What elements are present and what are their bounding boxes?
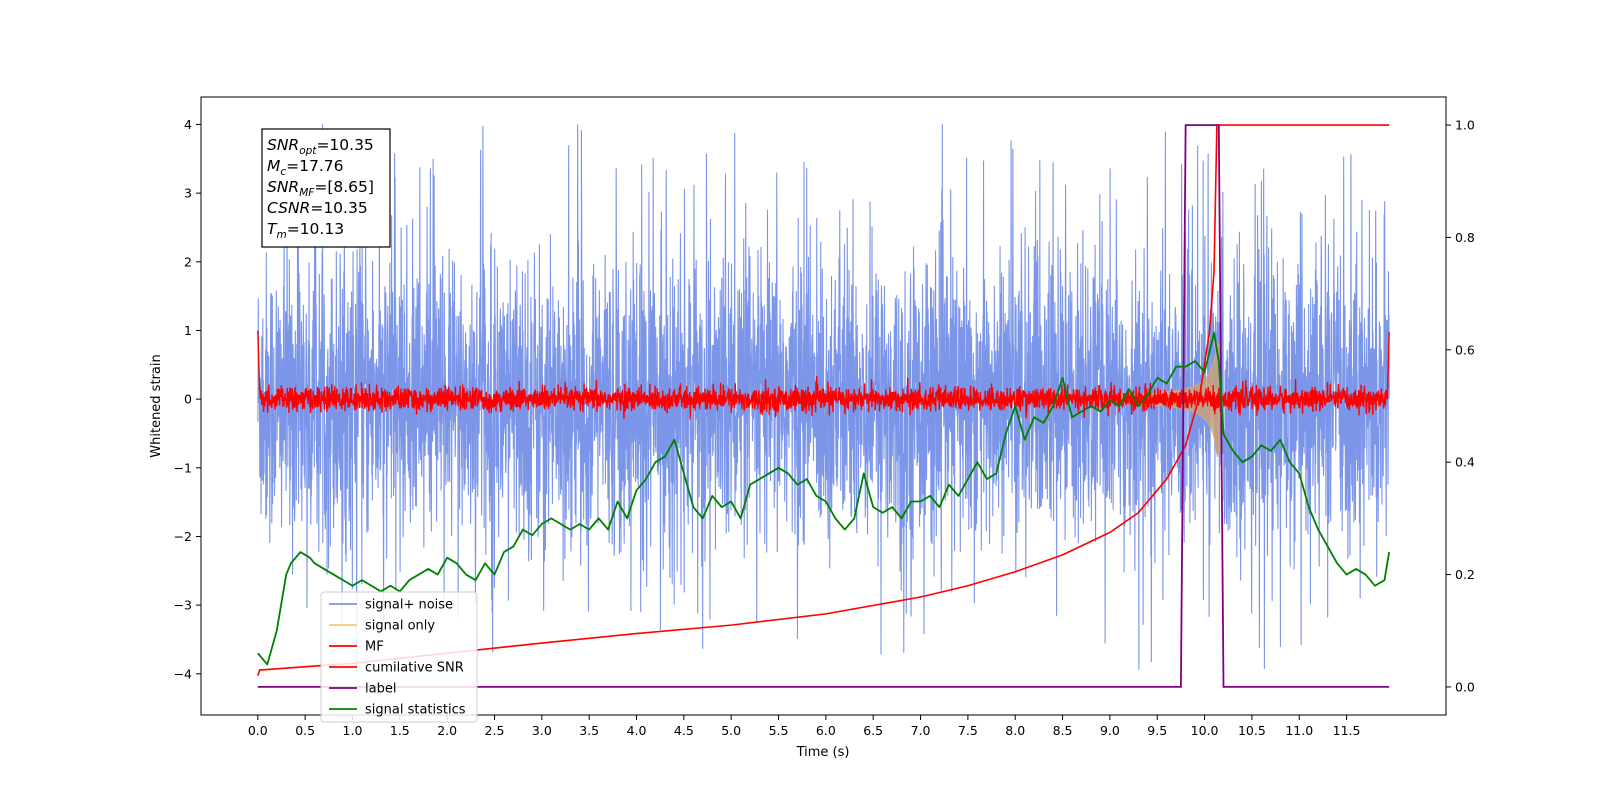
stat-mc: Mc=17.76 [267, 157, 344, 178]
x-tick-label: 11.5 [1333, 723, 1361, 738]
x-tick-label: 6.5 [863, 723, 883, 738]
x-tick-label: 6.0 [816, 723, 836, 738]
stat-csnr: CSNR=10.35 [267, 199, 368, 217]
svg-text:cumilative SNR: cumilative SNR [365, 661, 464, 676]
x-tick-label: 0.5 [295, 723, 315, 738]
x-axis: 0.0 0.5 1.0 1.5 2.0 2.5 3.0 3.5 4.0 4.5 5.0 5.5 6.0 6… [248, 715, 1361, 738]
stat-snr-mf: SNRMF=[8.65] [267, 178, 374, 199]
svg-text:signal statistics: signal statistics [365, 703, 466, 718]
y-tick-label: 1 [184, 323, 192, 338]
label-line [257, 124, 1390, 688]
svg-text:MF: MF [365, 640, 384, 655]
y2-tick-label: 0.8 [1455, 230, 1475, 245]
stats-box: SNRopt=10.35 Mc=17.76 SNRMF=[8.65] CSNR=… [261, 128, 391, 248]
stat-tm: Tm=10.13 [267, 220, 344, 241]
y-tick-label: 0 [184, 392, 192, 407]
stat-snr-opt: SNRopt=10.35 [267, 136, 374, 157]
legend-item-label: label [329, 682, 396, 697]
y-tick-label: −4 [174, 666, 192, 681]
y-tick-label: 2 [184, 254, 192, 269]
y-tick-label: −2 [174, 529, 192, 544]
x-tick-label: 3.0 [532, 723, 552, 738]
x-tick-label: 1.5 [390, 723, 410, 738]
legend-item-signal-noise: signal+ noise [329, 598, 453, 613]
svg-text:signal only: signal only [365, 619, 435, 634]
x-tick-label: 0.0 [248, 723, 268, 738]
y-tick-label: −3 [174, 598, 192, 613]
x-tick-label: 1.0 [343, 723, 363, 738]
x-tick-label: 9.0 [1100, 723, 1120, 738]
x-axis-label: Time (s) [796, 745, 850, 760]
legend-item-cumilative-snr: cumilative SNR [329, 661, 464, 676]
y2-tick-label: 0.2 [1455, 567, 1475, 582]
x-tick-label: 10.5 [1238, 723, 1266, 738]
svg-text:label: label [365, 682, 396, 697]
svg-text:signal+ noise: signal+ noise [365, 598, 453, 613]
y2-tick-label: 1.0 [1455, 118, 1475, 133]
y-axis-label: Whitened strain [149, 354, 164, 457]
cumilative-snr-line [257, 124, 1390, 676]
plot-series [257, 123, 1391, 688]
x-tick-label: 5.5 [769, 723, 789, 738]
legend-item-signal-statistics: signal statistics [329, 703, 466, 718]
y-axis-left: 4 3 2 1 0 −1 −2 −3 −4 [174, 117, 201, 681]
axes-frame [200, 96, 1447, 716]
x-tick-label: 8.0 [1005, 723, 1025, 738]
y-axis-right: 1.0 0.8 0.6 0.4 0.2 0.0 [1446, 118, 1475, 694]
x-tick-label: 3.5 [579, 723, 599, 738]
signal-statistics-line [257, 332, 1391, 666]
legend-item-mf: MF [329, 640, 384, 655]
x-tick-label: 5.0 [721, 723, 741, 738]
x-tick-label: 4.0 [627, 723, 647, 738]
y2-tick-label: 0.6 [1455, 342, 1475, 357]
x-tick-label: 7.0 [911, 723, 931, 738]
x-tick-label: 4.5 [674, 723, 694, 738]
x-tick-label: 8.5 [1053, 723, 1073, 738]
x-tick-label: 11.0 [1285, 723, 1313, 738]
y2-tick-label: 0.0 [1455, 679, 1475, 694]
x-tick-label: 7.5 [958, 723, 978, 738]
y2-tick-label: 0.4 [1455, 455, 1475, 470]
x-tick-label: 2.0 [437, 723, 457, 738]
y-tick-label: 4 [184, 117, 192, 132]
x-tick-label: 2.5 [485, 723, 505, 738]
legend: signal+ noise signal only MF cumilative … [320, 591, 478, 723]
legend-item-signal-only: signal only [329, 619, 435, 634]
x-tick-label: 9.5 [1147, 723, 1167, 738]
y-tick-label: −1 [174, 460, 192, 475]
y-tick-label: 3 [184, 186, 192, 201]
x-tick-label: 10.0 [1191, 723, 1219, 738]
